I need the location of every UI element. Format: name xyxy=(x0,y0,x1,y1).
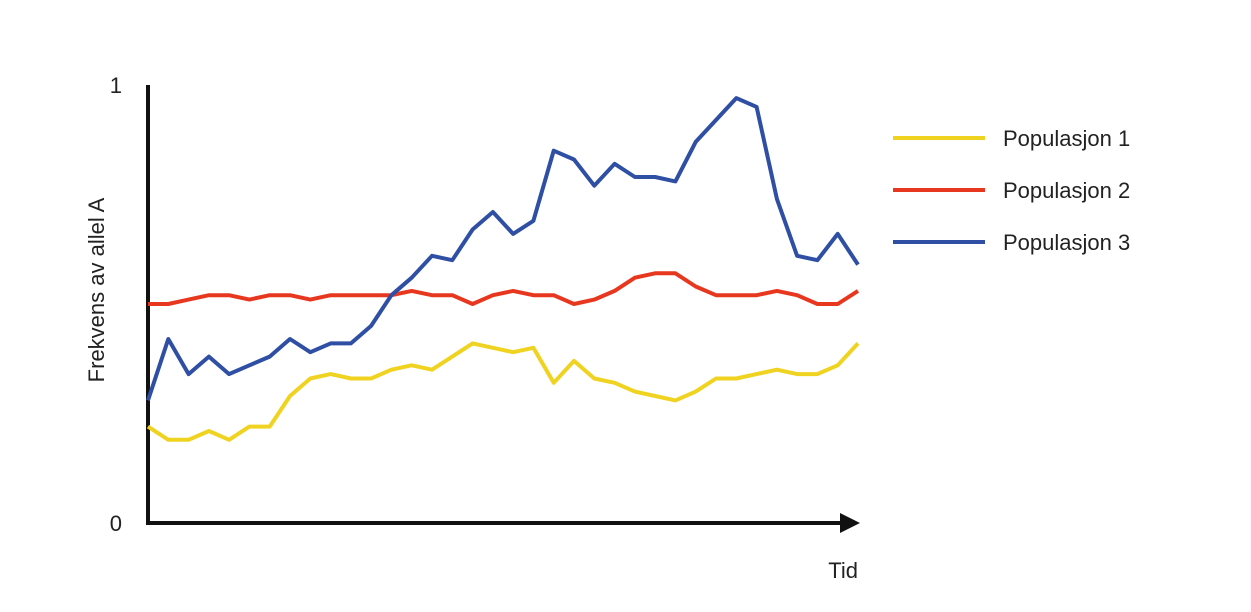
x-axis-arrow xyxy=(840,513,860,533)
y-tick-label: 0 xyxy=(110,511,122,536)
line-series xyxy=(146,96,860,402)
x-axis-label: Tid xyxy=(828,558,858,583)
legend-label: Populasjon 3 xyxy=(1003,230,1130,255)
y-tick-label: 1 xyxy=(110,73,122,98)
legend-label: Populasjon 2 xyxy=(1003,178,1130,203)
legend-label: Populasjon 1 xyxy=(1003,126,1130,151)
line-series xyxy=(146,341,860,442)
line-series xyxy=(148,271,860,306)
y-axis-label: Frekvens av allel A xyxy=(84,197,109,382)
